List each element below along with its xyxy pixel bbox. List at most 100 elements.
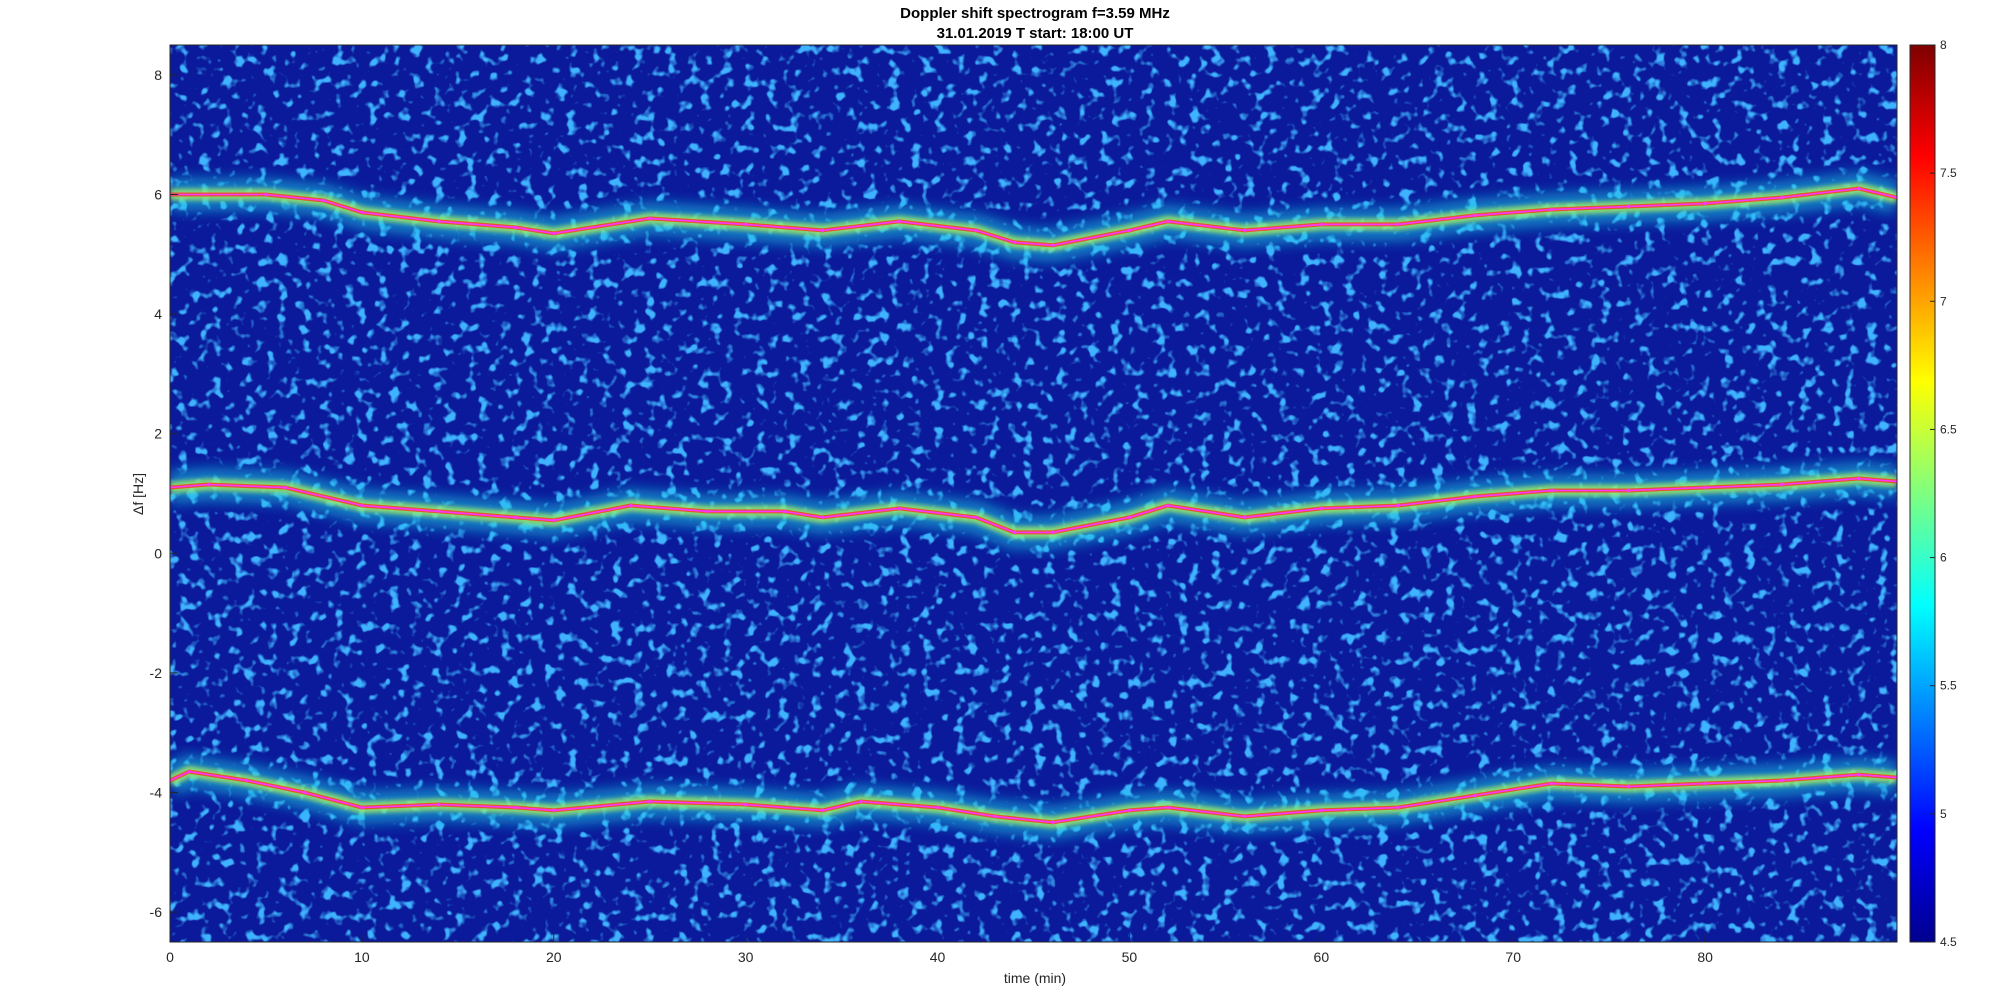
trace-point xyxy=(1319,222,1323,226)
y-tick-label: 0 xyxy=(154,545,162,561)
colorbar-gradient xyxy=(1909,44,1936,943)
colorbar-tick-label: 6 xyxy=(1940,551,1947,565)
trace-point xyxy=(1396,222,1400,226)
trace-point xyxy=(1166,503,1170,508)
trace-point xyxy=(1703,781,1707,786)
trace-point xyxy=(1243,515,1247,520)
trace-point xyxy=(1051,243,1055,247)
trace-point xyxy=(1051,530,1055,535)
chart-title: Doppler shift spectrogram f=3.59 MHz xyxy=(900,5,1170,22)
trace-point xyxy=(744,222,748,226)
trace-point xyxy=(1243,228,1247,232)
colorbar-tick-label: 5.5 xyxy=(1940,679,1957,693)
trace-point xyxy=(1857,773,1861,777)
trace-point xyxy=(1012,530,1016,535)
trace-point xyxy=(1166,219,1170,223)
trace-point xyxy=(1127,808,1131,813)
x-axis-ticks: 0 10 20 30 40 50 60 70 80 xyxy=(166,934,1713,965)
trace-point xyxy=(1780,195,1784,200)
trace-point xyxy=(1012,240,1016,244)
chart-subtitle: 31.01.2019 T start: 18:00 UT xyxy=(937,25,1134,42)
trace-point xyxy=(1550,488,1554,493)
trace-point xyxy=(360,805,364,810)
trace-point xyxy=(1396,805,1400,810)
trace-point xyxy=(513,225,518,229)
x-axis-label: time (min) xyxy=(1004,970,1066,986)
trace-point xyxy=(1626,204,1630,209)
trace-point xyxy=(974,515,978,520)
trace-point xyxy=(552,808,556,813)
trace-point xyxy=(648,216,652,220)
trace-point xyxy=(206,482,210,487)
trace-point xyxy=(1780,482,1784,487)
trace-point xyxy=(302,790,306,795)
colorbar-tick-label: 5 xyxy=(1940,807,1947,821)
trace-point xyxy=(705,509,709,513)
trace-point xyxy=(1473,793,1477,798)
trace-point xyxy=(1703,201,1707,206)
colorbar-tick-label: 6.5 xyxy=(1940,422,1957,436)
x-tick-label: 20 xyxy=(546,949,562,965)
x-tick-label: 40 xyxy=(930,949,946,965)
trace-point xyxy=(744,802,748,807)
trace-point xyxy=(264,192,268,197)
trace-point xyxy=(1051,820,1055,825)
plot-frame xyxy=(169,44,1898,943)
doppler-trace-line xyxy=(170,187,1897,247)
trace-point xyxy=(648,799,652,804)
trace-point xyxy=(1473,494,1477,499)
trace-point xyxy=(1626,784,1630,789)
y-tick-label: -4 xyxy=(150,785,163,801)
colorbar-tick-label: 4.5 xyxy=(1940,935,1957,949)
trace-point xyxy=(936,805,940,810)
y-tick-label: 6 xyxy=(154,187,162,203)
trace-point xyxy=(1780,778,1784,783)
trace-point xyxy=(360,503,364,508)
trace-point xyxy=(321,198,326,203)
trace-point xyxy=(437,219,441,223)
trace-point xyxy=(513,805,518,810)
y-axis-label: Δf [Hz] xyxy=(130,473,146,515)
trace-point xyxy=(437,802,441,807)
x-tick-label: 60 xyxy=(1314,949,1330,965)
colorbar-tick-label: 7.5 xyxy=(1940,166,1957,180)
y-axis-ticks: -6 -4 -2 0 2 4 6 8 xyxy=(150,67,178,920)
x-tick-label: 10 xyxy=(354,949,370,965)
trace-point xyxy=(552,518,556,523)
x-tick-label: 50 xyxy=(1122,949,1138,965)
y-tick-label: 8 xyxy=(154,67,162,83)
trace-point xyxy=(1626,488,1630,493)
trace-point xyxy=(782,509,786,513)
trace-point xyxy=(1166,805,1170,810)
x-tick-label: 70 xyxy=(1505,949,1521,965)
y-tick-label: -2 xyxy=(150,665,163,681)
trace-point xyxy=(1127,515,1131,520)
traces xyxy=(170,186,1897,825)
trace-point xyxy=(897,506,901,510)
trace-point xyxy=(1703,485,1707,490)
plot-area xyxy=(169,44,1898,943)
trace-point xyxy=(820,228,825,232)
trace-point xyxy=(628,503,633,508)
y-tick-label: -6 xyxy=(150,904,163,920)
trace-point xyxy=(1127,228,1131,232)
trace-point xyxy=(1243,814,1247,819)
colorbar-tick-label: 8 xyxy=(1940,38,1947,52)
trace-point xyxy=(187,770,191,774)
trace-point xyxy=(1396,503,1400,508)
x-tick-label: 30 xyxy=(738,949,754,965)
trace-point xyxy=(897,219,901,223)
trace-point xyxy=(437,509,441,513)
trace-point xyxy=(974,228,978,232)
y-tick-label: 4 xyxy=(154,306,162,322)
trace-point xyxy=(859,799,863,804)
trace-point xyxy=(820,808,825,813)
trace-point xyxy=(245,778,249,783)
trace-point xyxy=(1319,506,1323,510)
colorbar-ticks: 4.5 5 5.5 6 6.5 7 7.5 8 xyxy=(1930,38,1957,949)
trace-point xyxy=(1550,207,1554,212)
trace-point xyxy=(993,814,997,819)
trace-point xyxy=(1857,476,1861,481)
colorbar: 4.5 5 5.5 6 6.5 7 7.5 8 xyxy=(1909,38,1957,949)
trace-point xyxy=(552,231,556,235)
